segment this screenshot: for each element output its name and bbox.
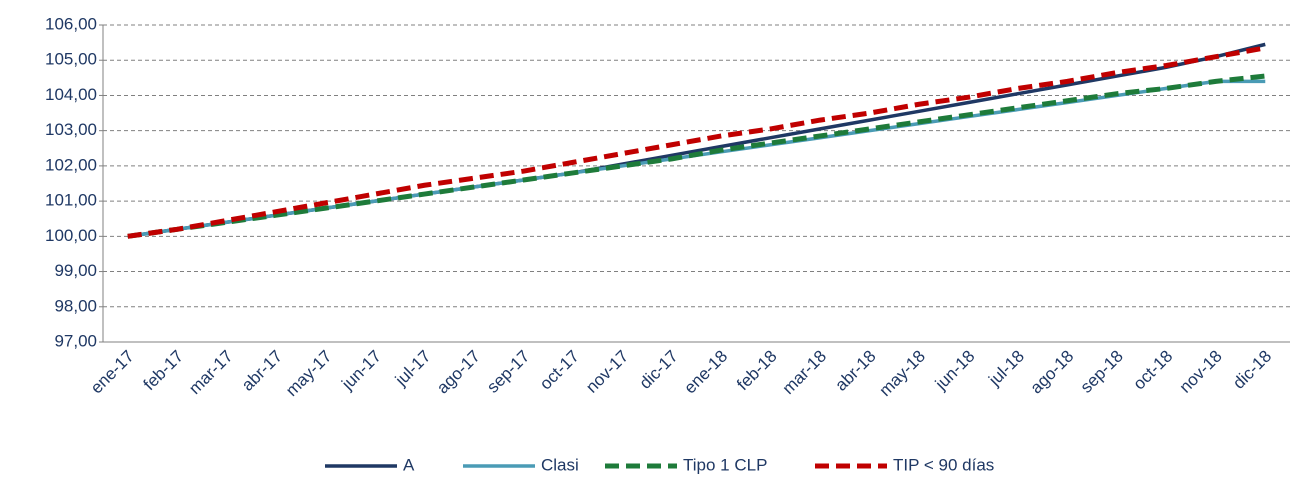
y-tick-label: 97,00	[54, 331, 97, 350]
x-tick-label: feb-17	[140, 347, 188, 395]
x-tick-label: abr-18	[831, 347, 879, 395]
x-tick-label: ene-18	[680, 347, 731, 398]
y-tick-label: 102,00	[45, 155, 97, 174]
y-tick-label: 98,00	[54, 296, 97, 315]
x-tick-label: dic-18	[1229, 347, 1275, 393]
series-line	[127, 73, 1266, 239]
y-tick-label: 106,00	[45, 14, 97, 33]
y-tick-label: 105,00	[45, 50, 97, 69]
x-tick-label: ago-17	[433, 347, 484, 398]
legend-label: TIP < 90 días	[893, 455, 994, 474]
series-line	[127, 45, 1266, 239]
x-tick-label: ene-17	[87, 347, 138, 398]
x-tick-label: oct-17	[536, 347, 583, 394]
x-tick-label: may-17	[282, 347, 336, 401]
x-tick-label: sep-18	[1077, 347, 1127, 397]
x-tick-label: oct-18	[1130, 347, 1177, 394]
x-tick-label: jun-18	[931, 347, 979, 395]
y-tick-label: 101,00	[45, 191, 97, 210]
x-tick-label: mar-17	[185, 347, 237, 399]
y-tick-label: 100,00	[45, 226, 97, 245]
x-tick-label: dic-17	[636, 347, 682, 393]
legend-label: A	[403, 455, 415, 474]
x-tick-label: nov-18	[1176, 347, 1226, 397]
y-tick-label: 99,00	[54, 261, 97, 280]
y-tick-label: 103,00	[45, 120, 97, 139]
legend-label: Tipo 1 CLP	[683, 455, 767, 474]
x-tick-label: jul-17	[391, 347, 435, 391]
x-tick-label: jun-17	[337, 347, 385, 395]
x-tick-label: sep-17	[483, 347, 533, 397]
legend-label: Clasi	[541, 455, 579, 474]
x-tick-label: mar-18	[779, 347, 831, 399]
y-tick-label: 104,00	[45, 85, 97, 104]
x-tick-label: feb-18	[733, 347, 781, 395]
x-tick-label: may-18	[876, 347, 930, 401]
x-tick-label: jul-18	[984, 347, 1028, 391]
x-tick-label: ago-18	[1027, 347, 1078, 398]
x-tick-label: abr-17	[238, 347, 286, 395]
x-tick-label: nov-17	[582, 347, 632, 397]
